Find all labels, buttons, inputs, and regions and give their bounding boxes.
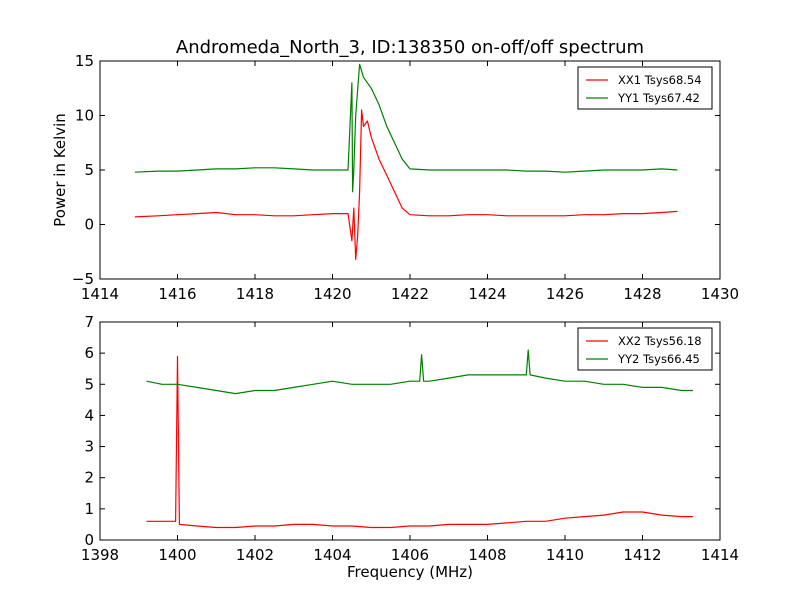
chart-title: Andromeda_North_3, ID:138350 on-off/off … [176, 37, 644, 58]
lower-y-tick-label: 7 [84, 313, 94, 331]
upper-x-tick-label: 1420 [313, 285, 351, 303]
upper-legend-box [577, 66, 713, 110]
upper-spectrum-panel: 1414 1416 1418 1420 1422 1424 1426 1428 1430 −5 0 5… [51, 52, 739, 303]
upper-x-tick-label: 1430 [701, 285, 739, 303]
lower-x-tick-label: 1404 [313, 546, 351, 564]
lower-legend-label-yy2-tsys66-45: YY2 Tsys66.45 [617, 352, 700, 366]
lower-spectrum-panel: 1398 1400 1402 1404 1406 1408 1410 1412 1414 0 1 2 3… [81, 313, 739, 581]
lower-y-tick-label: 2 [84, 469, 94, 487]
lower-x-tick-label: 1400 [158, 546, 196, 564]
lower-x-tick-label: 1412 [623, 546, 661, 564]
upper-x-tick-label: 1414 [81, 285, 119, 303]
upper-y-tick-label: −5 [72, 270, 94, 288]
upper-series-xx1-tsys68-54 [134, 109, 678, 260]
upper-legend-label-yy1-tsys67-42: YY1 Tsys67.42 [617, 91, 700, 105]
lower-x-tick-label: 1408 [468, 546, 506, 564]
lower-x-tick-label: 1398 [81, 546, 119, 564]
lower-x-tick-label: 1406 [391, 546, 429, 564]
upper-x-tick-label: 1424 [468, 285, 506, 303]
upper-x-tick-label: 1416 [158, 285, 196, 303]
lower-x-tick-label: 1414 [701, 546, 739, 564]
lower-y-tick-label: 6 [84, 344, 94, 362]
upper-series-yy1-tsys67-42 [134, 63, 678, 193]
lower-series-xx2-tsys56-18 [146, 355, 693, 529]
lower-x-tick-label: 1410 [546, 546, 584, 564]
lower-legend-box [577, 327, 713, 371]
upper-y-tick-label: 15 [75, 52, 94, 70]
lower-x-axis-label: Frequency (MHz) [347, 563, 473, 581]
upper-y-tick-label: 10 [75, 107, 94, 125]
upper-x-tick-label: 1426 [546, 285, 584, 303]
upper-y-axis-label: Power in Kelvin [51, 113, 69, 227]
lower-series-yy2-tsys66-45 [146, 349, 693, 395]
upper-x-tick-label: 1422 [391, 285, 429, 303]
lower-y-tick-label: 4 [84, 406, 94, 424]
lower-y-tick-label: 3 [84, 438, 94, 456]
lower-x-tick-label: 1402 [236, 546, 274, 564]
lower-legend-label-xx2-tsys56-18: XX2 Tsys56.18 [618, 334, 702, 348]
upper-y-tick-label: 0 [84, 216, 94, 234]
lower-y-tick-label: 0 [84, 531, 94, 549]
upper-legend: XX1 Tsys68.54 YY1 Tsys67.42 [577, 66, 713, 110]
upper-legend-label-xx1-tsys68-54: XX1 Tsys68.54 [618, 73, 702, 87]
lower-y-tick-label: 1 [84, 500, 94, 518]
lower-legend: XX2 Tsys56.18 YY2 Tsys66.45 [577, 327, 713, 371]
lower-y-tick-label: 5 [84, 375, 94, 393]
upper-x-tick-label: 1428 [623, 285, 661, 303]
upper-x-tick-label: 1418 [236, 285, 274, 303]
upper-y-tick-label: 5 [84, 161, 94, 179]
